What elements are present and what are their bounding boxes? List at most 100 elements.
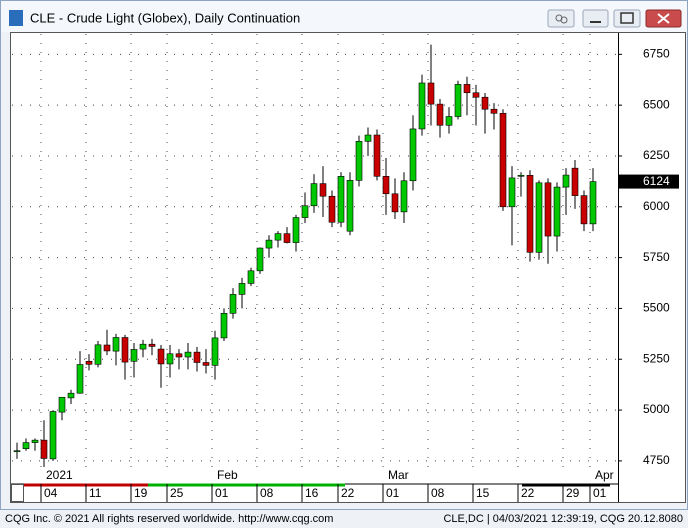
candle-body — [535, 182, 543, 253]
candle-body — [544, 182, 552, 237]
candle-body — [391, 193, 399, 213]
candle-body — [526, 174, 534, 253]
candle-body — [238, 283, 246, 295]
app-icon — [9, 10, 23, 26]
candle-body — [166, 353, 174, 365]
candle-body — [112, 337, 120, 352]
month-label: Mar — [388, 468, 409, 482]
y-tick-label: 6250 — [643, 148, 670, 162]
candle-body — [139, 343, 147, 350]
candle-body — [463, 84, 471, 94]
y-tick-label: 5000 — [643, 402, 670, 416]
window-title: CLE - Crude Light (Globex), Daily Contin… — [30, 10, 300, 25]
candle-body — [22, 442, 30, 449]
candle-body — [454, 84, 462, 117]
footer-right: CLE,DC | 04/03/2021 12:39:19, CQG 20.12.… — [443, 513, 683, 525]
candle-body — [346, 180, 354, 232]
x-tick-label: 29 — [566, 486, 580, 500]
x-tick-label: 19 — [134, 486, 148, 500]
x-tick-label: 25 — [170, 486, 184, 500]
candle-body — [292, 217, 300, 243]
candle-body — [58, 396, 66, 413]
candle-body — [418, 82, 426, 130]
candle-body — [130, 349, 138, 362]
candle-body — [103, 344, 111, 352]
x-tick-label: 16 — [305, 486, 319, 500]
candle-body — [40, 439, 48, 459]
candle-body — [562, 174, 570, 188]
x-tick-label: 01 — [386, 486, 400, 500]
y-tick-label: 5500 — [643, 301, 670, 315]
y-tick-label: 6000 — [643, 199, 670, 213]
scroll-box[interactable] — [11, 484, 24, 502]
candle-body — [517, 174, 525, 177]
candle-body — [157, 348, 165, 365]
candle-body — [310, 183, 318, 207]
candle-body — [580, 195, 588, 225]
candle-body — [436, 103, 444, 126]
candle-body — [364, 134, 372, 142]
x-tick-label: 08 — [260, 486, 274, 500]
candle-body — [301, 205, 309, 218]
y-tick-label: 5250 — [643, 351, 670, 365]
candle-body — [148, 343, 156, 347]
x-tick-label: 22 — [521, 486, 535, 500]
close-icon — [657, 13, 670, 24]
candle-body — [184, 351, 192, 358]
candle-body — [427, 82, 435, 105]
last-price-label: 6124 — [643, 174, 670, 188]
y-tick-label: 6500 — [643, 97, 670, 111]
candle-body — [337, 175, 345, 223]
candle-body — [256, 247, 264, 272]
x-tick-label: 15 — [476, 486, 490, 500]
x-tick-label: 22 — [341, 486, 355, 500]
month-label: Apr — [595, 468, 614, 482]
candle-body — [409, 128, 417, 182]
link-icon — [560, 16, 568, 24]
candle-body — [67, 392, 75, 399]
candle-body — [31, 439, 39, 443]
candle-body — [400, 180, 408, 213]
candle-body — [373, 134, 381, 177]
candle-body — [265, 239, 273, 249]
footer-left: CQG Inc. © 2021 All rights reserved worl… — [5, 513, 333, 525]
x-tick-label: 01 — [593, 486, 607, 500]
candle-body — [283, 233, 291, 243]
candle-body — [328, 195, 336, 223]
candle-body — [121, 337, 129, 363]
x-tick-label: 11 — [89, 486, 102, 500]
candle-body — [319, 183, 327, 197]
candle-body — [85, 360, 93, 365]
x-tick-label: 04 — [44, 486, 58, 500]
candle-body — [247, 270, 255, 284]
candle-body — [382, 175, 390, 195]
candle-body — [553, 186, 561, 237]
candle-body — [472, 92, 480, 98]
minimize-button[interactable] — [582, 9, 609, 28]
maximize-icon — [620, 12, 634, 24]
chart-panel — [10, 32, 686, 503]
candle-body — [508, 177, 516, 208]
candle-body — [445, 116, 453, 126]
candle-body — [193, 351, 201, 363]
candle-body — [211, 337, 219, 366]
month-label: Feb — [217, 468, 238, 482]
candle-body — [229, 294, 237, 314]
candle-body — [589, 181, 597, 225]
candle-body — [49, 411, 57, 460]
candle-body — [13, 450, 21, 453]
candle-body — [355, 141, 363, 181]
y-tick-label: 6750 — [643, 46, 670, 60]
y-tick-label: 4750 — [643, 453, 670, 467]
month-label: 2021 — [46, 468, 73, 482]
candle-body — [490, 108, 498, 114]
candle-body — [94, 344, 102, 365]
candle-body — [220, 313, 228, 339]
candle-body — [571, 167, 579, 196]
x-tick-label: 01 — [215, 486, 229, 500]
candle-body — [175, 353, 183, 358]
candle-body — [274, 233, 282, 241]
x-tick-label: 08 — [431, 486, 445, 500]
y-tick-label: 5750 — [643, 250, 670, 264]
